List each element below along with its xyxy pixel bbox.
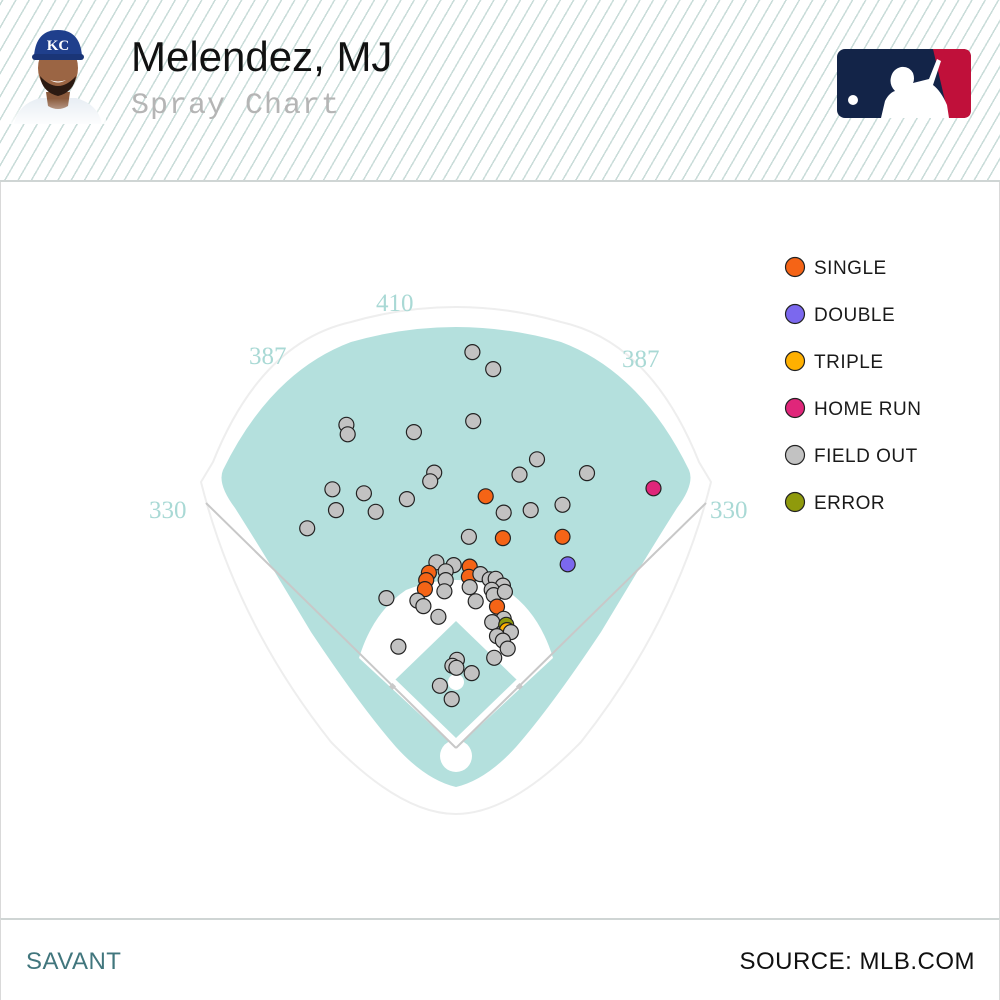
hit-point-field-out[interactable] [430,608,447,625]
chart-area: 330 387 410 387 330 SINGLE DOUBLE TRIPLE HO… [0,182,1000,918]
legend-label-double: DOUBLE [814,305,895,326]
hit-point-field-out[interactable] [390,638,407,655]
legend-marker-single [784,256,806,278]
right-foul-line [455,502,707,749]
hit-point-home-run[interactable] [645,480,662,497]
legend: SINGLE DOUBLE TRIPLE HOME RUN FIELD OUT ERROR [784,256,921,514]
hit-point-field-out[interactable] [327,502,345,519]
hit-point-field-out[interactable] [431,677,448,694]
hit-point-field-out[interactable] [486,649,503,666]
hit-point-single[interactable] [488,598,506,615]
legend-label-error: ERROR [814,493,885,514]
left-foul-line [205,502,457,749]
hit-point-single[interactable] [477,488,494,505]
third-base [388,682,397,691]
hit-point-field-out[interactable] [496,583,513,600]
hit-point-field-out[interactable] [367,503,384,520]
hit-point-field-out[interactable] [484,614,501,631]
legend-marker-home-run [784,397,806,419]
hit-point-field-out[interactable] [398,491,415,508]
hit-point-field-out[interactable] [405,424,422,441]
hit-point-single[interactable] [416,581,433,598]
hit-point-field-out[interactable] [415,598,432,615]
hit-points [299,344,662,708]
hit-point-field-out[interactable] [528,451,546,468]
player-name: Melendez, MJ [131,33,393,80]
hit-point-field-out[interactable] [495,504,512,521]
hit-point-single[interactable] [494,530,511,547]
legend-marker-field-out [784,444,806,466]
legend-label-triple: TRIPLE [814,352,884,373]
hit-point-field-out[interactable] [339,426,356,443]
hit-point-field-out[interactable] [464,344,481,361]
savant-brand[interactable]: SAVANT [26,948,122,975]
legend-marker-error [784,491,806,513]
spray-chart: 330 387 410 387 330 SINGLE DOUBLE TRIPLE HO… [149,256,921,816]
hit-point-field-out[interactable] [554,496,571,513]
hit-point-field-out[interactable] [324,481,341,498]
fence-label-left-line: 330 [149,497,187,524]
hit-point-field-out[interactable] [448,659,465,676]
fence-label-right-center: 387 [622,346,660,373]
hit-point-field-out[interactable] [578,465,596,482]
hit-point-field-out[interactable] [460,528,477,545]
first-base [515,682,524,691]
legend-label-field-out: FIELD OUT [814,446,918,467]
legend-label-home-run: HOME RUN [814,399,921,420]
hit-point-field-out[interactable] [461,579,478,596]
hit-point-field-out[interactable] [436,583,453,600]
chart-footer: SAVANT SOURCE: MLB.COM [0,918,1000,1000]
source-credit: SOURCE: MLB.COM [739,948,975,975]
mlb-logo [837,49,971,118]
hit-point-field-out[interactable] [422,473,439,490]
hit-point-double[interactable] [559,556,576,573]
hit-point-field-out[interactable] [378,590,395,607]
hit-point-field-out[interactable] [355,485,372,502]
legend-label-single: SINGLE [814,258,887,279]
hit-point-single[interactable] [554,528,571,545]
stadium-outline [199,306,713,816]
legend-marker-triple [784,350,806,372]
player-headshot: KC [10,22,106,124]
hit-point-field-out[interactable] [511,466,528,483]
fence-label-right-line: 330 [710,497,748,524]
hit-point-field-out[interactable] [465,413,482,430]
hit-point-field-out[interactable] [485,361,502,378]
hit-point-field-out[interactable] [499,640,516,657]
home-plate-area [440,740,472,772]
outfield-grass [221,327,691,787]
hit-point-field-out[interactable] [299,520,316,537]
chart-subtitle: Spray Chart [131,89,341,123]
fence-label-left-center: 387 [249,343,287,370]
hit-point-field-out[interactable] [467,593,484,610]
legend-marker-double [784,303,806,325]
fence-label-center: 410 [376,290,414,317]
hit-point-field-out[interactable] [522,502,539,519]
pitchers-mound [448,674,464,690]
hit-point-field-out[interactable] [463,665,480,682]
chart-header: KC Melendez, MJ Spray Chart [0,0,1000,182]
hit-point-field-out[interactable] [443,690,460,708]
